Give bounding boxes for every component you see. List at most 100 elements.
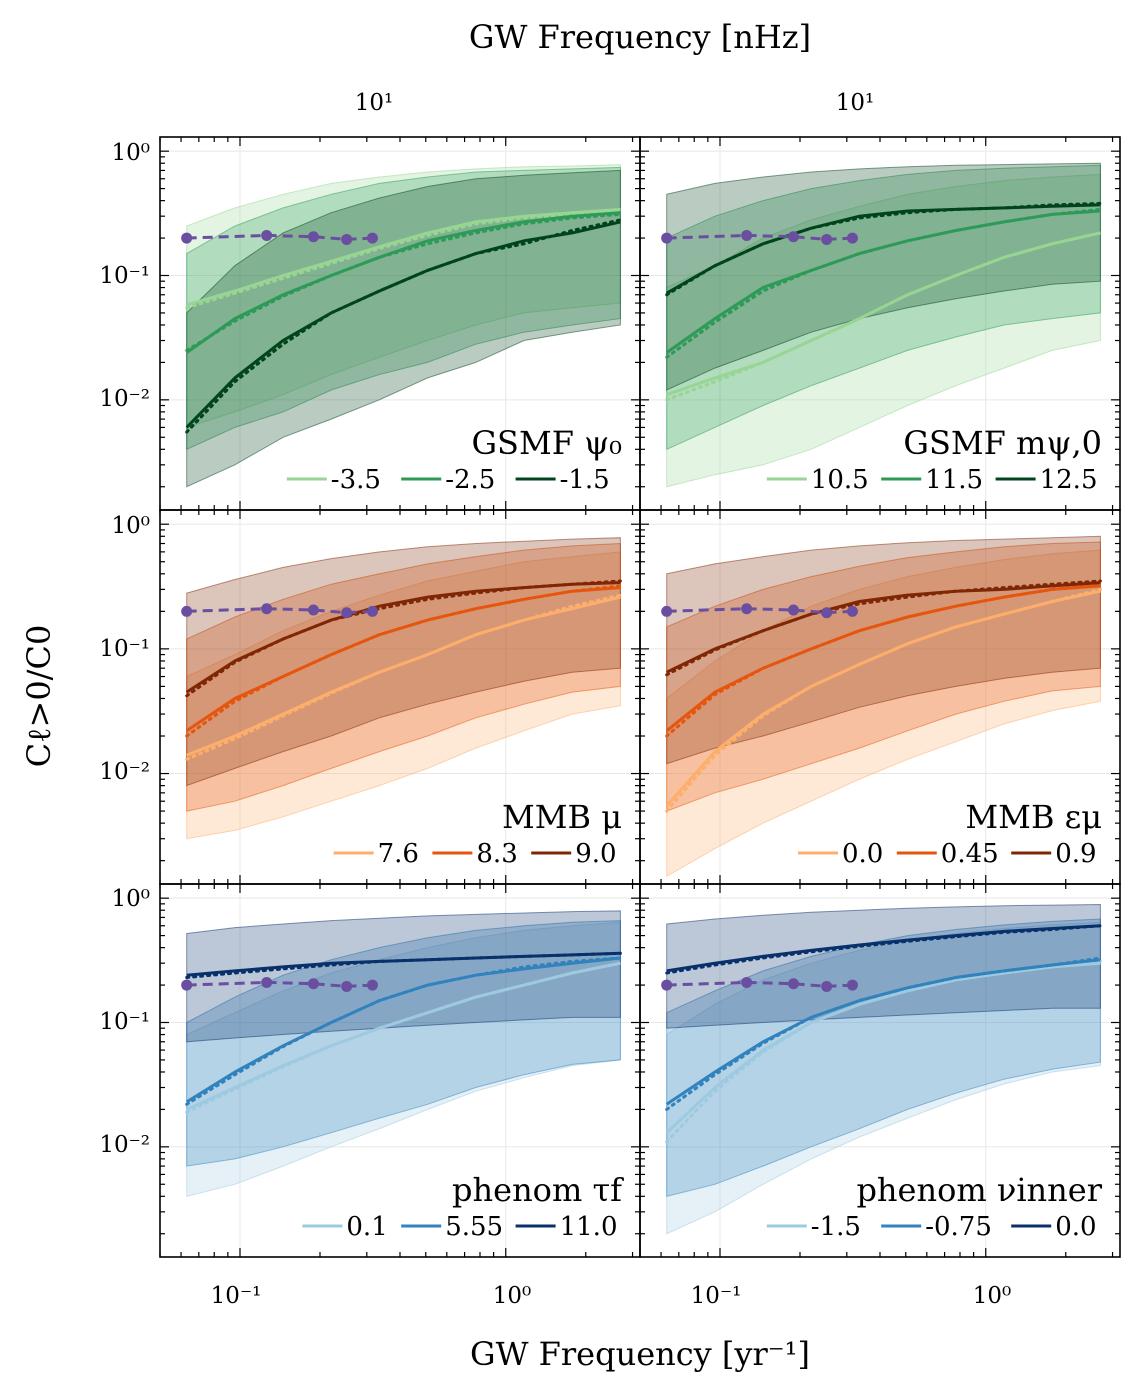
legend-label--1.5: -1.5: [560, 465, 610, 495]
band-10.5: [666, 173, 1101, 488]
legend-label-8.3: 8.3: [476, 839, 517, 869]
panel-title: MMB εμ: [965, 798, 1102, 836]
panel-plot-area: [640, 884, 1120, 1257]
median-line-0.45: [665, 584, 1101, 732]
median-line--0.75: [665, 958, 1101, 1106]
band-9.0: [186, 537, 621, 787]
reference-point: [366, 232, 378, 244]
reference-point: [307, 604, 319, 616]
reference-point: [846, 605, 858, 617]
reference-line: [186, 233, 373, 241]
reference-point: [341, 980, 353, 992]
top-tick-label-left: 10¹: [355, 90, 394, 116]
panel-plot-area: [160, 884, 640, 1257]
legend-label--1.5: -1.5: [811, 1212, 861, 1242]
bottom-tick-label-left-0: 10⁻¹: [211, 1283, 262, 1309]
reference-line: [186, 607, 373, 615]
reference-point: [366, 605, 378, 617]
reference-point: [261, 603, 273, 615]
reference-line: [186, 980, 373, 988]
reference-point: [261, 976, 273, 988]
band-0.45: [666, 541, 1101, 812]
reference-point: [181, 232, 193, 244]
legend-label-0.0: 0.0: [842, 839, 883, 869]
reference-point: [821, 980, 833, 992]
reference-line: [666, 980, 853, 988]
panel-plot-area: [640, 510, 1120, 884]
legend-label-11.0: 11.0: [560, 1212, 618, 1242]
median-line-0.0: [666, 924, 1101, 973]
bottom-x-axis-title: GW Frequency [yr⁻¹]: [470, 1335, 810, 1373]
y-tick-label-r2-2: 10⁻²: [99, 1132, 150, 1158]
legend-label--2.5: -2.5: [445, 465, 495, 495]
reference-point: [181, 605, 193, 617]
band-0.0: [666, 903, 1101, 1029]
legend-label-0.0: 0.0: [1055, 1212, 1096, 1242]
legend-label-7.6: 7.6: [378, 839, 419, 869]
median-line--1.5: [665, 961, 1101, 1134]
bottom-tick-label-left-1: 10⁰: [493, 1283, 532, 1309]
legend-label--0.75: -0.75: [925, 1212, 992, 1242]
median-line-8.3: [185, 586, 621, 733]
reference-point: [787, 604, 799, 616]
panel-title: GSMF mψ,0: [903, 424, 1102, 462]
y-tick-label-r0-0: 10⁰: [112, 140, 151, 166]
panel-bottom-right: phenom νinner-1.5 -0.75 0.0: [639, 883, 1121, 1258]
legend-label-5.55: 5.55: [445, 1212, 503, 1242]
median-line--3.5: [186, 207, 621, 307]
reference-point: [366, 979, 378, 991]
median-line-0.0: [665, 589, 1101, 807]
band--0.75: [666, 918, 1101, 1197]
panels: GSMF ψ₀ -3.5 -2.5 -1.5 GSMF mψ,0 10.5 11.5 12.5…: [159, 136, 1121, 1258]
y-tick-label-r0-1: 10⁻¹: [99, 263, 150, 289]
band--1.5: [186, 169, 621, 488]
reference-line: [666, 233, 853, 241]
panel-title: MMB μ: [502, 798, 622, 836]
panel-plot-area: [640, 137, 1120, 510]
y-tick-label-r2-0: 10⁰: [112, 886, 151, 912]
reference-point: [661, 605, 673, 617]
y-tick-label-r1-0: 10⁰: [112, 513, 151, 539]
median-line--1.5: [185, 220, 621, 429]
y-tick-label-r2-1: 10⁻¹: [99, 1009, 150, 1035]
reference-point: [741, 603, 753, 615]
legend-label-12.5: 12.5: [1040, 465, 1098, 495]
median-line-10.5: [666, 231, 1101, 397]
reference-point: [341, 607, 353, 619]
band--1.5: [666, 921, 1101, 1235]
reference-line: [666, 607, 853, 615]
reference-point: [307, 231, 319, 243]
legend-label--3.5: -3.5: [331, 465, 381, 495]
reference-point: [846, 979, 858, 991]
legend-label-11.5: 11.5: [925, 465, 983, 495]
legend-label-0.45: 0.45: [941, 839, 999, 869]
model-line--3.5: [185, 209, 622, 310]
y-tick-label-r0-2: 10⁻²: [99, 386, 150, 412]
median-line-11.5: [665, 209, 1101, 354]
panel-plot-area: [160, 510, 640, 884]
panel-title: GSMF ψ₀: [471, 424, 622, 462]
median-line-7.6: [186, 595, 621, 757]
band-8.3: [186, 542, 621, 812]
reference-point: [821, 607, 833, 619]
median-line--2.5: [185, 211, 621, 354]
panel-title: phenom νinner: [856, 1171, 1102, 1209]
band-12.5: [666, 162, 1101, 391]
reference-point: [821, 233, 833, 245]
y-tick-label-r1-1: 10⁻¹: [99, 636, 150, 662]
reference-point: [741, 976, 753, 988]
reference-point: [787, 978, 799, 990]
panel-top-right: GSMF mψ,0 10.5 11.5 12.5: [639, 136, 1121, 511]
median-line-9.0: [185, 581, 621, 694]
median-line-0.1: [186, 961, 621, 1111]
reference-point: [661, 979, 673, 991]
reference-point: [787, 231, 799, 243]
reference-point: [846, 232, 858, 244]
reference-point: [661, 232, 673, 244]
bottom-tick-label-right-1: 10⁰: [973, 1283, 1012, 1309]
panel-middle-left: MMB μ 7.6 8.3 9.0: [159, 509, 641, 885]
band-5.55: [186, 920, 621, 1167]
panel-plot-area: [160, 137, 640, 510]
reference-point: [741, 229, 753, 241]
